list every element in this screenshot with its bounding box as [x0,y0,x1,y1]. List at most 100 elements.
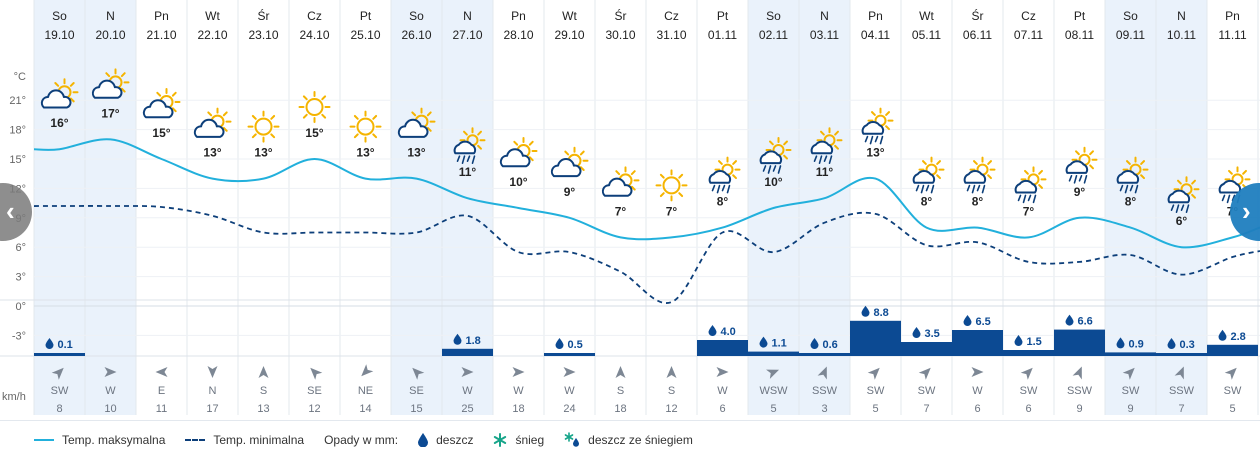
precip-bar [1003,350,1054,356]
wind-dir-label: SE [307,385,322,397]
wind-arrow-icon [563,367,576,377]
wind-arrow-icon [1174,366,1184,380]
wind-arrow-icon [104,367,117,377]
min-line-swatch [185,439,206,441]
partly-cloudy-icon [601,166,640,197]
day-date: 02.11 [759,28,788,42]
wind-dir-label: SE [409,385,424,397]
sun-icon [655,169,688,202]
max-temp-label: 11° [459,165,477,179]
day-date: 09.11 [1116,28,1145,42]
day-date: 28.10 [503,28,533,42]
precip-bar [697,340,748,356]
rain-sun-icon [810,127,843,164]
weekend-band [1156,0,1207,415]
y-tick-label: 6° [15,242,26,254]
legend-mix-label: deszcz ze śniegiem [588,433,693,447]
weekend-band [34,0,85,415]
precip-label: 1.5 [1027,336,1042,348]
precip-label: 1.8 [466,335,481,347]
day-name: Pn [511,9,526,23]
day-name: Śr [258,8,270,23]
max-temp-label: 15° [152,126,170,140]
day-name: Śr [972,8,984,23]
sun-icon [349,110,382,143]
precip-bar [1207,344,1258,356]
day-column: Wt 05.11 8° 3.5 SW 7 [901,9,952,415]
raindrop-icon [1218,329,1227,341]
rain-sun-icon [963,156,996,194]
rain-sun-icon [708,156,741,194]
raindrop-icon [45,338,54,349]
day-date: 26.10 [401,28,431,42]
max-temp-label: 9° [1074,185,1086,199]
wind-speed-label: 10 [104,403,116,415]
chevron-left-icon: ‹ [6,196,15,226]
precip-bar [34,353,85,356]
legend-snow: śnieg [493,433,544,447]
wind-arrow-icon [155,367,168,377]
wind-speed-label: 5 [1229,403,1235,415]
wind-dir-label: SW [51,385,69,397]
day-name: Pn [868,9,883,23]
day-name: N [463,9,472,23]
day-date: 06.11 [963,28,992,42]
wind-arrow-icon [51,367,64,380]
legend-max-label: Temp. maksymalna [62,433,166,447]
max-temp-line [33,138,1260,249]
wind-speed-label: 25 [461,403,473,415]
y-tick-label: 18° [9,125,26,137]
min-temp-line [33,205,1260,304]
wind-arrow-icon [817,366,827,380]
precip-label: 2.8 [1231,331,1246,343]
day-name: So [52,9,67,23]
raindrop-icon [453,333,462,345]
weekend-band [799,0,850,415]
precip-label: 6.6 [1078,316,1093,328]
day-column: Śr 06.11 8° 6.5 W 6 [952,8,1003,415]
precip-bar [799,353,850,356]
precip-label: 4.0 [721,326,736,338]
max-temp-label: 8° [1125,195,1137,209]
wind-speed-label: 12 [308,403,320,415]
day-name: Cz [664,9,679,23]
y-tick-label: -3° [12,330,26,342]
y-tick-label: 21° [9,95,26,107]
precip-label: 0.1 [58,339,73,351]
partly-cloudy-icon [40,78,79,109]
wind-arrow-icon [361,364,374,377]
wind-arrow-icon [1122,367,1135,380]
max-temp-label: 15° [305,126,323,140]
day-column: So 26.10 13° SE 15 [397,9,436,415]
wind-dir-label: SSW [1169,385,1195,397]
y-tick-label: 15° [9,154,26,166]
day-name: Pt [717,9,729,23]
day-column: Pt 25.10 13° NE 14 [349,9,382,415]
day-date: 29.10 [554,28,584,42]
raindrop-icon [1065,314,1074,326]
rain-sun-icon [1116,156,1149,194]
y-tick-label: 0° [15,301,26,313]
wind-dir-label: S [260,385,267,397]
max-temp-label: 11° [816,165,834,179]
wind-speed-label: 11 [156,403,167,415]
day-column: Cz 31.10 7° S 12 [655,9,688,415]
raindrop-icon [810,338,819,349]
legend-precip: Opady w mm: [324,433,398,447]
precip-bar [1105,352,1156,356]
day-column: So 02.11 10° 1.1 WSW 5 [748,9,799,415]
wind-dir-label: WSW [759,385,788,397]
max-temp-label: 13° [356,146,374,160]
day-date: 19.10 [44,28,74,42]
sun-icon [298,91,331,123]
wind-arrow-icon [1020,367,1033,380]
wind-dir-label: S [668,385,675,397]
wind-dir-label: N [209,385,217,397]
day-name: Wt [919,9,934,23]
day-name: Pt [1074,9,1086,23]
day-date: 08.11 [1065,28,1094,42]
weekend-band [1105,0,1156,415]
wind-dir-label: W [717,385,728,397]
wind-dir-label: SW [918,385,936,397]
precip-bar [442,348,493,356]
